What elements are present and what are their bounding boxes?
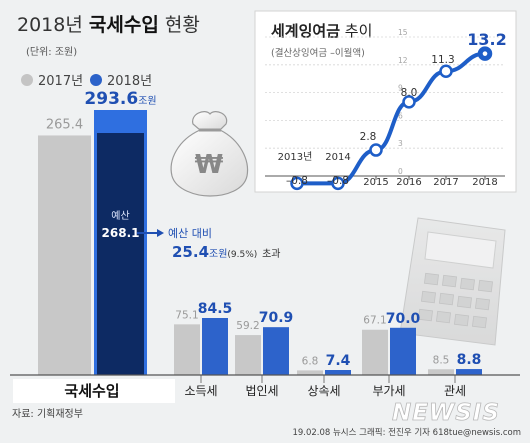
line-label-2: 2.8 [360, 131, 377, 143]
label-2018-3: 7.4 [326, 353, 351, 369]
bar-2018-2 [263, 327, 289, 375]
legend-swatch-2018 [90, 74, 102, 86]
line-label-0: –0.8 [286, 175, 308, 187]
line-point-3 [402, 95, 416, 109]
budget-callout: 예산 대비 25.4조원(9.5%) 초과 [137, 227, 281, 261]
callout-label: 예산 대비 [168, 227, 212, 240]
y-tick-3: 6 [398, 111, 403, 120]
category-label-2: 법인세 [245, 384, 278, 398]
page-title: 2018년 국세수입 현황 [17, 14, 200, 36]
category-label-1: 소득세 [184, 384, 217, 398]
line-label-5: 13.2 [467, 30, 506, 49]
x-label-5: 2018 [472, 177, 497, 188]
line-point-dot [482, 51, 488, 56]
category-label-3: 상속세 [307, 384, 340, 398]
category-label-5: 관세 [444, 384, 466, 398]
money-bag-icon: ₩ [170, 111, 249, 197]
label-2017-5: 8.5 [433, 354, 450, 366]
category-label-4: 부가세 [372, 384, 405, 398]
bar-2017-4 [362, 329, 388, 375]
line-chart-title: 세계잉여금 추이 [271, 22, 372, 40]
bar-2017-5 [428, 369, 454, 375]
y-tick-1: 12 [398, 56, 408, 65]
legend: 2017년 2018년 [21, 74, 152, 89]
x-label-3: 2016 [396, 177, 421, 188]
bar-2018-3 [325, 370, 351, 375]
y-tick-2: 9 [398, 84, 403, 93]
label-2017-total: 265.4 [46, 117, 83, 132]
legend-swatch-2017 [21, 74, 33, 86]
label-2017-1: 75.1 [175, 309, 198, 321]
line-point-2 [369, 143, 383, 157]
budget-value: 268.1 [102, 226, 140, 240]
total-category-box [13, 379, 175, 403]
callout-arrow-head [157, 229, 164, 237]
credit-label: 19.02.08 뉴시스 그래픽: 전진우 기자 618tue@newsis.c… [292, 427, 521, 438]
bar-2017-2 [235, 335, 261, 375]
label-2018-4: 70.0 [386, 311, 421, 327]
line-chart-panel [254, 10, 517, 193]
calculator-icon [399, 217, 506, 346]
label-2017-3: 6.8 [302, 355, 319, 367]
label-2018-total: 293.6조원 [84, 89, 156, 109]
line-chart-subtitle: (결산상잉여금 –이월액) [271, 47, 365, 59]
bar-2017-3 [297, 370, 323, 375]
line-point-0 [290, 176, 304, 191]
label-2017-4: 67.1 [363, 315, 386, 327]
svg-text:₩: ₩ [195, 150, 224, 180]
legend-label-2017: 2017년 [38, 74, 83, 89]
x-label-1: 2014 [325, 152, 350, 163]
bar-2018-1 [202, 318, 228, 375]
bar-budget-total [97, 133, 144, 375]
label-2018-2: 70.9 [259, 310, 294, 326]
y-tick-5: 0 [398, 167, 403, 176]
newsis-watermark: NEWSIS [392, 400, 500, 426]
bar-2018-5 [456, 369, 482, 375]
y-tick-4: 3 [398, 139, 403, 148]
line-point-1 [331, 176, 345, 191]
label-2018-5: 8.8 [457, 352, 482, 368]
x-label-2: 2015 [363, 177, 388, 188]
label-2018-1: 84.5 [198, 301, 233, 317]
y-tick-0: 15 [398, 28, 408, 37]
category-label-0: 국세수입 [64, 382, 119, 400]
bar-2017-total [38, 135, 91, 375]
unit-label: (단위: 조원) [26, 45, 77, 58]
source-label: 자료: 기획재정부 [12, 408, 83, 420]
x-label-0: 2013년 [278, 151, 313, 163]
budget-label: 예산 [111, 210, 129, 222]
line-label-3: 8.0 [401, 87, 418, 99]
legend-label-2018: 2018년 [107, 74, 152, 89]
label-2017-2: 59.2 [236, 320, 259, 332]
bar-2017-1 [174, 324, 200, 375]
line-label-4: 11.3 [431, 54, 454, 66]
x-label-4: 2017 [433, 177, 458, 188]
bar-2018-4 [390, 327, 416, 375]
line-point-4 [439, 64, 453, 79]
line-chart: 세계잉여금 추이 (결산상잉여금 –이월액) 15 12 9 6 3 0 2013년 2014… [265, 22, 507, 191]
line-label-1: –0.8 [327, 175, 349, 187]
callout-text: 25.4조원(9.5%) 초과 [172, 243, 281, 261]
